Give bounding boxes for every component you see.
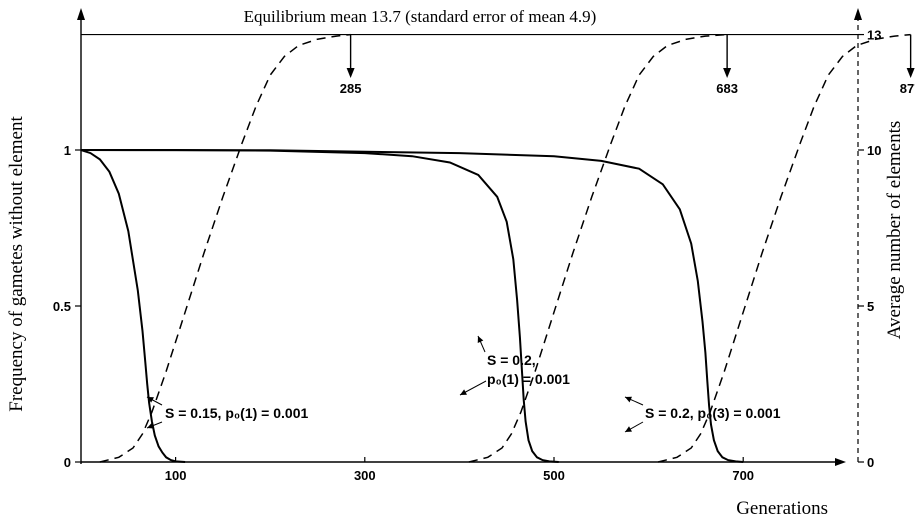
frequency-curve: [80, 149, 744, 463]
left-y-tick-label: 1: [64, 143, 71, 158]
right-y-tick-label: 10: [867, 143, 881, 158]
marker-label: 877: [900, 81, 915, 96]
x-axis-title: Generations: [736, 498, 828, 519]
label-pointer-head: [477, 336, 484, 343]
marker-arrow-head: [723, 68, 732, 78]
curve-label: p₀(1) = 0.001: [487, 371, 570, 387]
label-pointer-head: [625, 426, 632, 432]
curve-label: S = 0.2, p₀(3) = 0.001: [645, 405, 781, 421]
marker-arrow-head: [346, 68, 355, 78]
marker-label: 285: [340, 81, 362, 96]
mean-elements-curve: [657, 33, 911, 463]
right-y-tick-label: 0: [867, 455, 874, 470]
right-y-axis-title: Average number of elements: [884, 121, 905, 340]
x-tick-label: 700: [732, 468, 754, 483]
x-tick-label: 100: [165, 468, 187, 483]
label-pointer-head: [147, 422, 154, 429]
label-pointer-head: [460, 389, 467, 395]
marker-arrows: 285 683 877: [340, 34, 915, 96]
frequency-curve: [81, 149, 559, 463]
left-y-tick-label: 0.5: [53, 299, 71, 314]
curve-label: S = 0.2,: [487, 352, 536, 368]
x-tick-label: 300: [354, 468, 376, 483]
mean-elements-curve: [99, 33, 351, 463]
label-pointer-head: [147, 397, 154, 403]
x-tick-label: 500: [543, 468, 565, 483]
right-y-axis-arrow: [854, 8, 862, 20]
label-pointer-head: [625, 396, 632, 403]
chart-title: Equilibrium mean 13.7 (standard error of…: [244, 7, 597, 26]
curve-label: S = 0.15, p₀(1) = 0.001: [165, 405, 308, 421]
right-y-tick-label: 5: [867, 299, 874, 314]
marker-label: 683: [716, 81, 738, 96]
right-y-tick-label: 13: [867, 28, 881, 43]
mean-elements-curve: [468, 33, 728, 463]
left-y-tick-label: 0: [64, 455, 71, 470]
series: [80, 33, 911, 463]
left-y-axis-arrow: [77, 8, 85, 20]
x-axis-arrow: [835, 458, 846, 466]
curve-labels: S = 0.15, p₀(1) = 0.001 S = 0.2, p₀(1) = 0…: [146, 335, 781, 433]
marker-arrow-head: [906, 68, 915, 78]
left-y-axis-title: Frequency of gametes without element: [6, 116, 27, 412]
frequency-curve: [80, 149, 186, 463]
